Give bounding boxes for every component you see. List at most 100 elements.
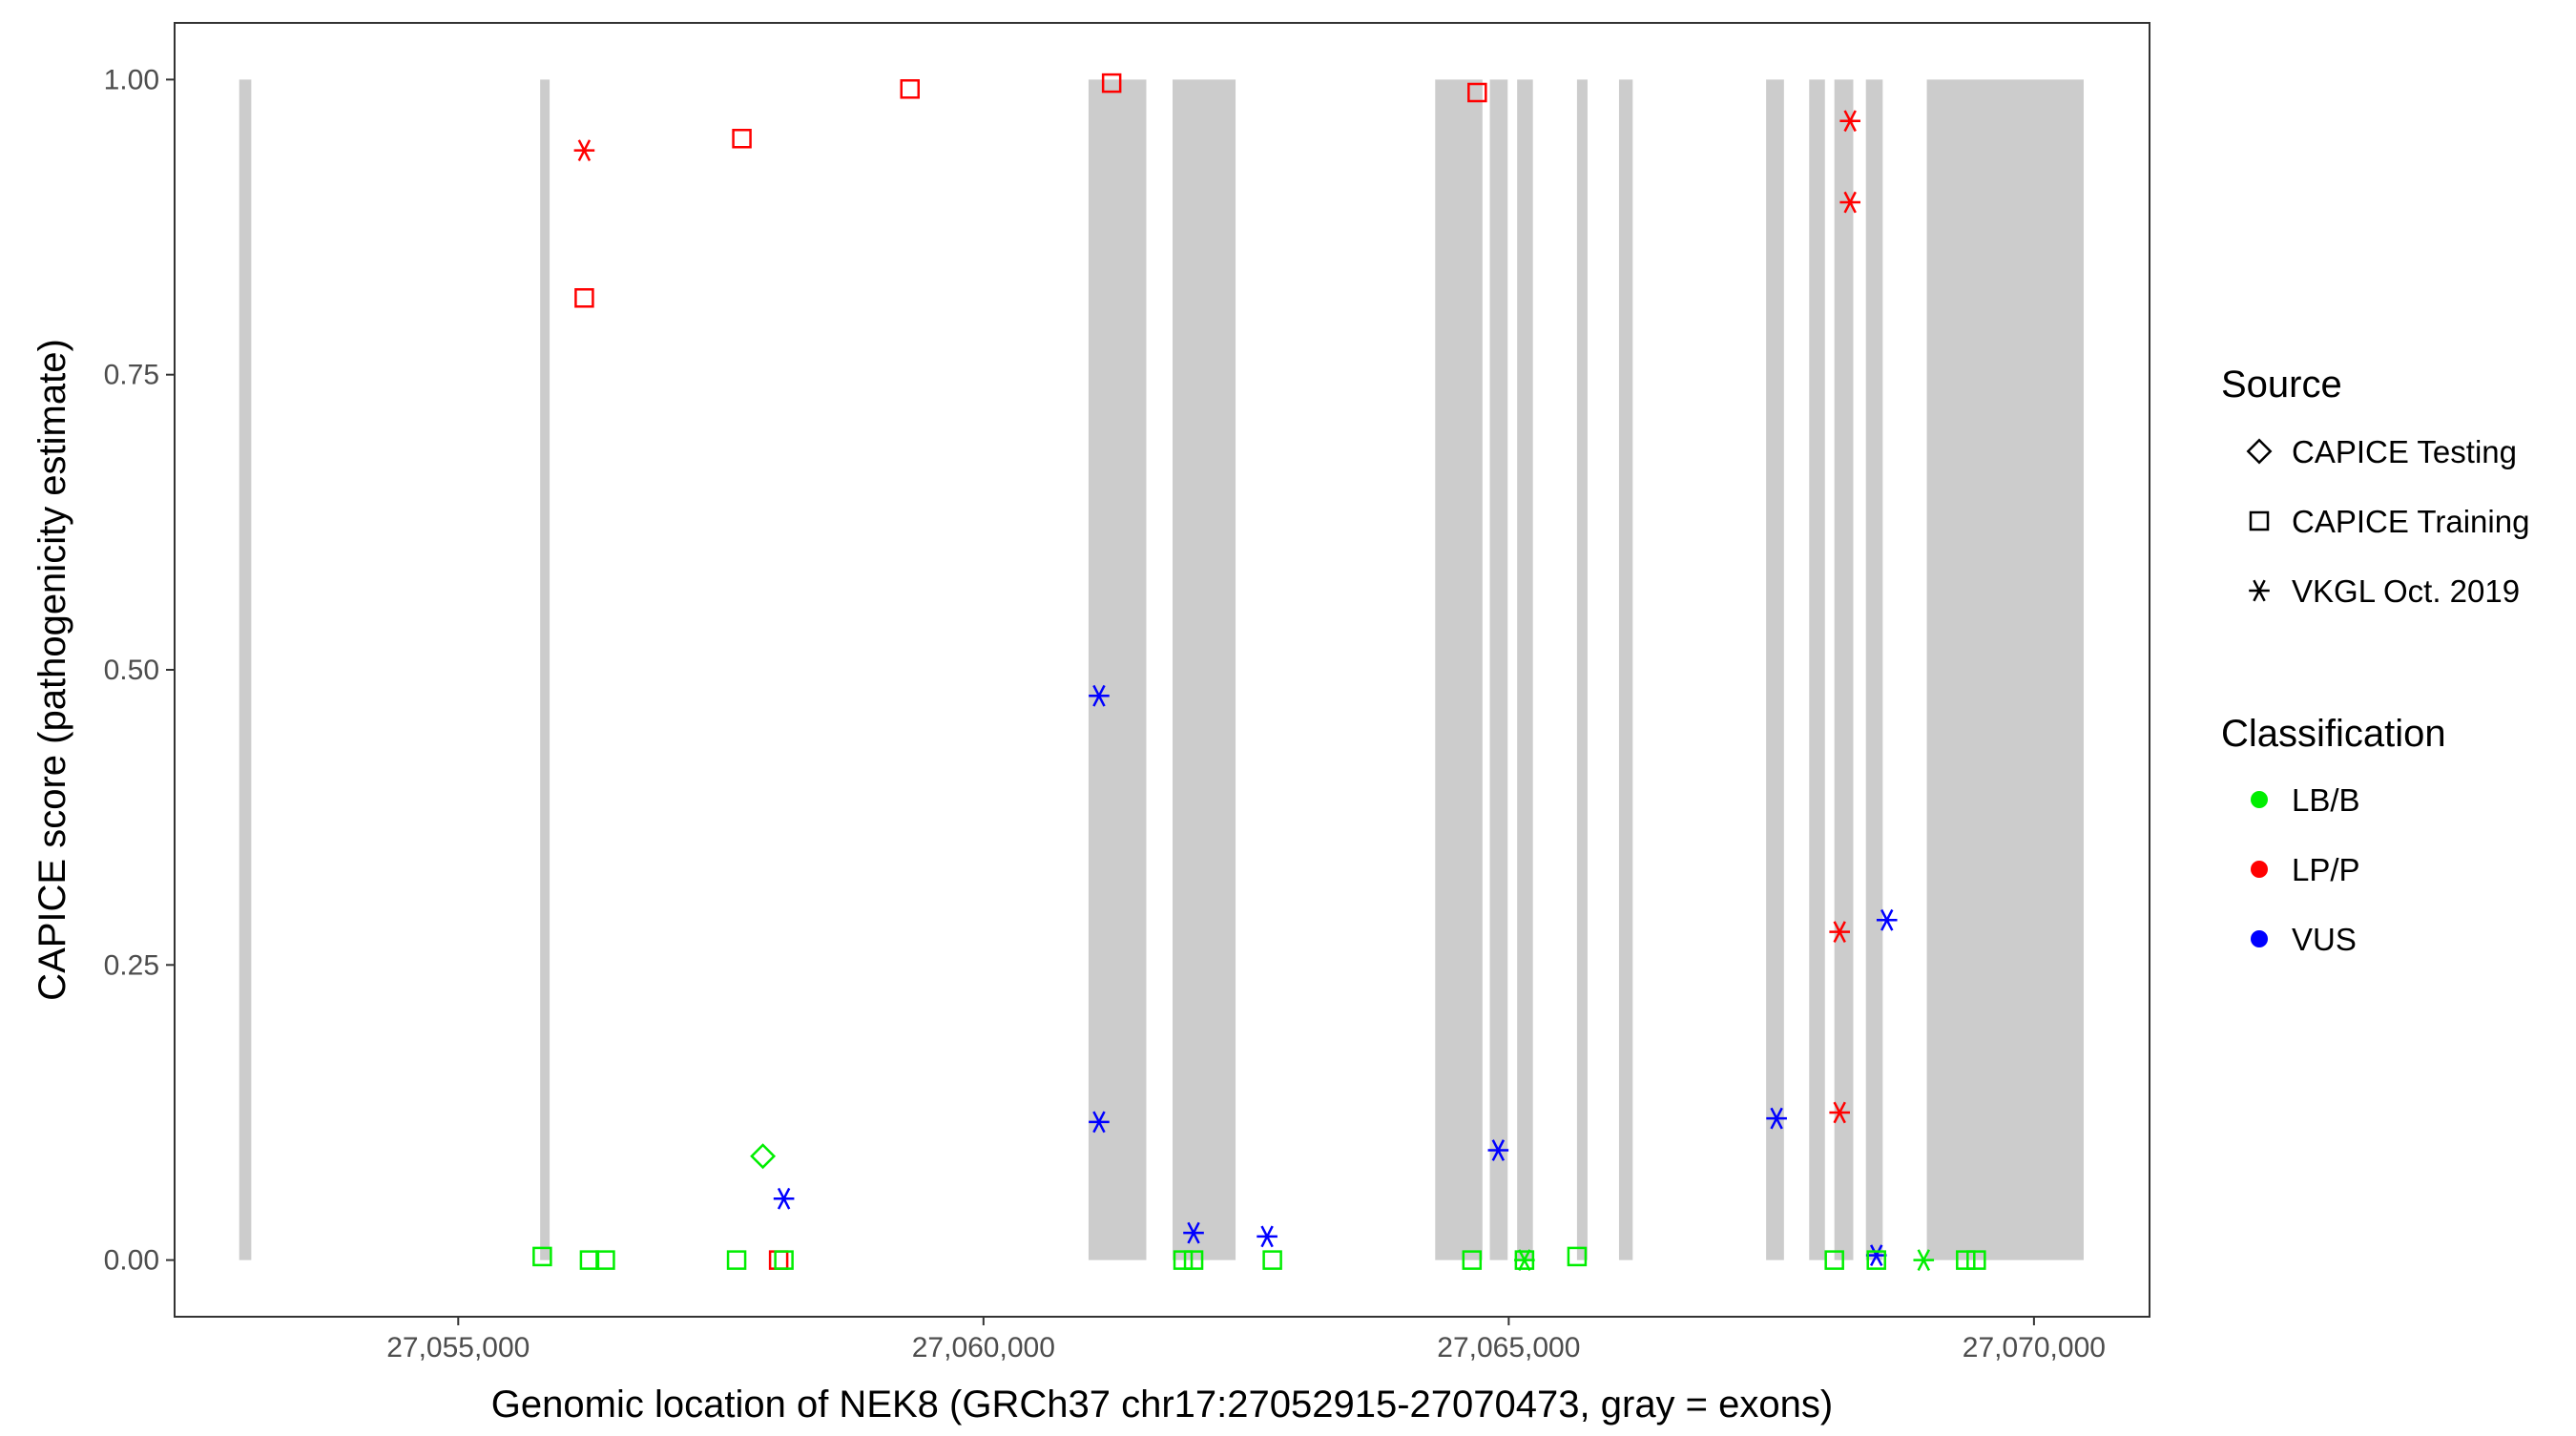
data-point [1487,1139,1509,1161]
data-point [732,128,752,149]
asterisk-stroke [1770,1107,1783,1130]
asterisk-stroke [1870,1244,1883,1267]
x-tick-label: 27,060,000 [912,1332,1055,1363]
y-tick-label: 0.00 [104,1245,159,1277]
asterisk-stroke [1917,1249,1930,1271]
legend-class-label: LB/B [2292,782,2360,818]
legend: Source Classification CAPICE TestingCAPI… [2221,364,2529,957]
data-point [1089,1111,1110,1134]
legend-key-dot [2251,791,2268,808]
exon-band [1766,79,1784,1260]
y-tick-label: 1.00 [104,64,159,95]
legend-items: CAPICE Testing CAPICE Training VKGL Oct. 2… [2246,434,2529,957]
legend-key-dot [2251,861,2268,878]
data-point [1824,1250,1844,1270]
legend-source-label: CAPICE Testing [2292,434,2517,469]
exon-layer [239,79,2084,1260]
data-point [573,139,595,161]
asterisk-stroke [1833,921,1846,944]
exon-band [1517,79,1533,1260]
asterisk-stroke [1092,684,1106,707]
data-point [532,1246,552,1267]
data-point [1183,1250,1204,1270]
legend-key-asterisk [2249,579,2270,602]
exon-band [1435,79,1483,1260]
asterisk-stroke [1260,1225,1274,1248]
data-point [1839,191,1860,214]
asterisk-stroke [1092,1111,1106,1134]
legend-source-title: Source [2221,364,2342,406]
data-point [1514,1249,1535,1271]
data-point [1462,1250,1483,1270]
data-point [1829,921,1850,944]
data-point [1956,1250,1976,1270]
data-point [1829,1101,1850,1124]
data-point [1966,1250,1986,1270]
data-point [1467,82,1487,103]
asterisk-stroke [1833,1101,1846,1124]
data-point [1173,1250,1194,1270]
x-tick-label: 27,055,000 [386,1332,530,1363]
asterisk-stroke [777,1187,791,1210]
asterisk-stroke [1843,191,1857,214]
exon-band [1088,79,1147,1260]
exon-band [1576,79,1588,1260]
legend-source-label: VKGL Oct. 2019 [2292,573,2520,609]
data-point [1866,1250,1886,1270]
asterisk-stroke [1491,1139,1506,1161]
asterisk-stroke [1843,110,1857,133]
axis-layer: 0.00 0.25 0.50 0.75 1.00 27,055,000 27,060,000… [104,64,2106,1363]
legend-class-label: LP/P [2292,852,2360,887]
data-point [773,1187,795,1210]
data-point [1567,1246,1588,1267]
data-point [1089,684,1110,707]
data-point [1101,73,1122,94]
exon-band [1865,79,1883,1260]
data-point [1865,1244,1887,1267]
exon-band [1489,79,1508,1260]
exon-band [1618,79,1633,1260]
y-tick-label: 0.25 [104,949,159,981]
y-tick-label: 0.75 [104,360,159,391]
x-tick-label: 27,070,000 [1963,1332,2106,1363]
data-point [1913,1249,1935,1271]
legend-key-diamond [2246,438,2273,465]
asterisk-stroke [1187,1221,1200,1244]
point-layer [532,73,1986,1271]
exon-band [1926,79,2084,1260]
data-point [900,79,920,99]
data-point [774,1250,794,1270]
data-point [750,1143,777,1170]
data-point [726,1250,747,1270]
plot-panel-border [174,22,2150,1318]
exon-band [1173,79,1236,1260]
exon-band [1834,79,1854,1260]
data-point [579,1250,600,1270]
exon-band [1809,79,1825,1260]
legend-class-label: VUS [2292,922,2357,957]
asterisk-stroke [577,139,592,161]
x-axis-title: Genomic location of NEK8 (GRCh37 chr17:2… [491,1384,1833,1426]
data-point [1876,908,1898,931]
legend-classification-title: Classification [2221,713,2446,755]
legend-key-square [2249,510,2270,531]
data-point [1183,1221,1204,1244]
x-tick-label: 27,065,000 [1437,1332,1580,1363]
y-axis-title: CAPICE score (pathogenicity estimate) [31,339,73,1001]
y-tick-label: 0.50 [104,655,159,686]
asterisk-stroke [2253,579,2266,602]
exon-band [239,79,252,1260]
data-point [595,1250,615,1270]
asterisk-stroke [1518,1249,1531,1271]
data-point [1839,110,1860,133]
data-point [1257,1225,1278,1248]
data-point [1766,1107,1787,1130]
data-point [1262,1250,1282,1270]
data-point [574,288,594,308]
legend-source-label: CAPICE Training [2292,504,2529,539]
legend-key-dot [2251,930,2268,947]
exon-band [540,79,551,1260]
